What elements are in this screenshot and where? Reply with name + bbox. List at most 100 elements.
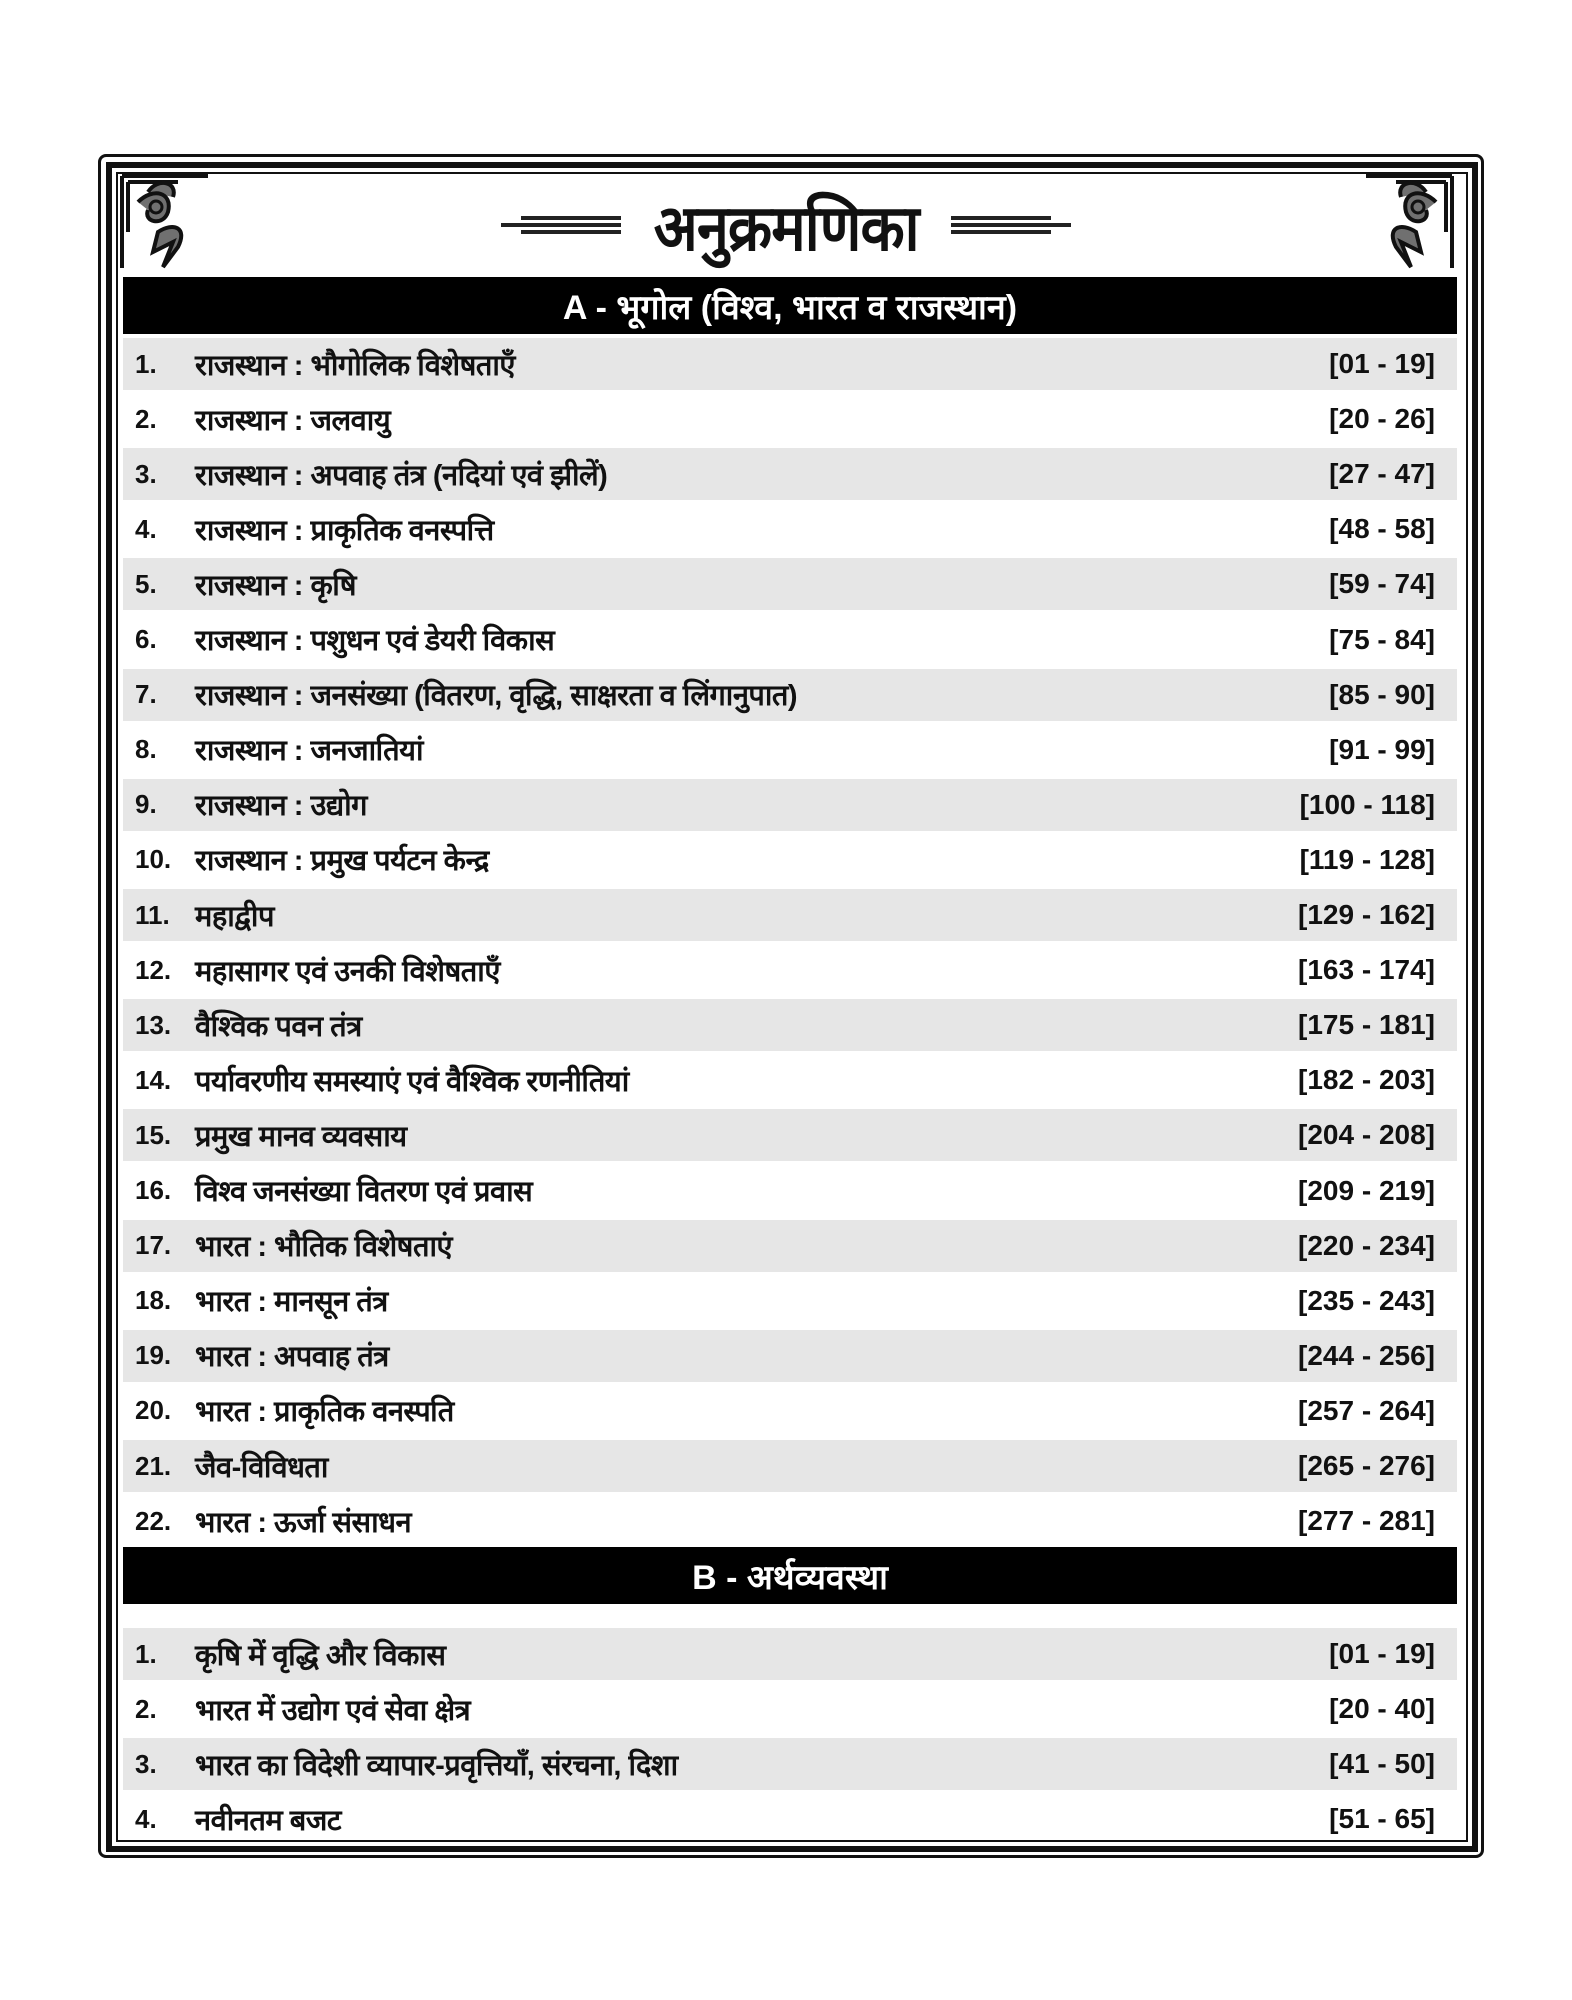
entry-page-range: [235 - 243] bbox=[1298, 1284, 1435, 1316]
section-heading: B - अर्थव्यवस्था bbox=[123, 1547, 1457, 1604]
entry-page-range: [129 - 162] bbox=[1298, 899, 1435, 930]
toc-entry: 16. विश्व जनसंख्या वितरण एवं प्रवास [209 -… bbox=[123, 1165, 1457, 1217]
entry-title: नवीनतम बजट bbox=[195, 1804, 341, 1837]
entry-page-range: [163 - 174] bbox=[1298, 954, 1435, 986]
entry-title: राजस्थान : प्राकृतिक वनस्पत्ति bbox=[195, 514, 494, 547]
entry-number: 16. bbox=[135, 1175, 172, 1205]
entry-page-range: [27 - 47] bbox=[1329, 458, 1435, 490]
entry-number: 8. bbox=[135, 734, 157, 765]
toc-entry: 1. राजस्थान : भौगोलिक विशेषताएँ [01 - 19] bbox=[123, 338, 1457, 390]
entry-number: 10. bbox=[135, 844, 172, 875]
toc-entry: 3. भारत का विदेशी व्यापार-प्रवृत्तियाँ, स… bbox=[123, 1738, 1457, 1790]
entry-title: भारत : भौतिक विशेषताएं bbox=[195, 1231, 453, 1264]
toc-entry: 18. भारत : मानसून तंत्र [235 - 243] bbox=[123, 1275, 1457, 1327]
toc-entry: 20. भारत : प्राकृतिक वनस्पति [257 - 264] bbox=[123, 1385, 1457, 1437]
entry-title: वैश्विक पवन तंत्र bbox=[195, 1010, 362, 1043]
entry-number: 7. bbox=[135, 679, 157, 710]
page-border-inner bbox=[116, 172, 1468, 1842]
entry-number: 1. bbox=[135, 348, 157, 379]
toc-entry: 22. भारत : ऊर्जा संसाधन [277 - 281] bbox=[123, 1495, 1457, 1547]
entry-number: 15. bbox=[135, 1119, 172, 1150]
entry-page-range: [100 - 118] bbox=[1299, 788, 1435, 820]
page-border-outer bbox=[98, 154, 1484, 1858]
toc-entry: 15. प्रमुख मानव व्यवसाय [204 - 208] bbox=[123, 1109, 1457, 1162]
toc-entry: 9. राजस्थान : उद्योग [100 - 118] bbox=[123, 778, 1457, 831]
entry-title: पर्यावरणीय समस्याएं एवं वैश्विक रणनीतिया… bbox=[195, 1065, 629, 1098]
entry-title: राजस्थान : प्रमुख पर्यटन केन्द्र bbox=[195, 845, 489, 878]
entry-number: 11. bbox=[135, 899, 170, 930]
entry-title: विश्व जनसंख्या वितरण एवं प्रवास bbox=[195, 1176, 533, 1208]
entry-title: प्रमुख मानव व्यवसाय bbox=[195, 1120, 407, 1153]
entry-title: राजस्थान : कृषि bbox=[195, 569, 357, 602]
toc-entry: 7. राजस्थान : जनसंख्या (वितरण, वृद्धि, सा… bbox=[123, 668, 1457, 721]
entry-number: 21. bbox=[135, 1450, 172, 1481]
entry-page-range: [59 - 74] bbox=[1329, 568, 1435, 600]
entry-page-range: [209 - 219] bbox=[1298, 1174, 1435, 1206]
entry-number: 2. bbox=[135, 403, 157, 434]
entry-number: 20. bbox=[135, 1395, 172, 1426]
entry-page-range: [91 - 99] bbox=[1329, 733, 1435, 765]
entry-number: 6. bbox=[135, 624, 157, 654]
toc-entry: 1. कृषि में वृद्धि और विकास [01 - 19] bbox=[123, 1628, 1457, 1680]
entry-title: भारत : प्राकृतिक वनस्पति bbox=[195, 1396, 454, 1429]
page-border-middle bbox=[106, 162, 1478, 1852]
entry-number: 17. bbox=[135, 1230, 172, 1261]
entry-title: राजस्थान : जनजातियां bbox=[195, 735, 424, 768]
entry-page-range: [01 - 19] bbox=[1329, 348, 1435, 379]
entry-number: 12. bbox=[135, 954, 172, 985]
toc-entry: 8. राजस्थान : जनजातियां [91 - 99] bbox=[123, 724, 1457, 776]
entry-page-range: [75 - 84] bbox=[1329, 623, 1435, 655]
toc-entry: 21. जैव-विविधता [265 - 276] bbox=[123, 1440, 1457, 1492]
toc-entry: 14. पर्यावरणीय समस्याएं एवं वैश्विक रणनीत… bbox=[123, 1054, 1457, 1106]
entry-title: राजस्थान : उद्योग bbox=[195, 790, 368, 823]
toc-entry: 2. भारत में उद्योग एवं सेवा क्षेत्र [20 - … bbox=[123, 1683, 1457, 1735]
entry-page-range: [204 - 208] bbox=[1298, 1119, 1435, 1151]
entry-page-range: [265 - 276] bbox=[1298, 1450, 1435, 1481]
page-header: अनुक्रमणिका bbox=[0, 180, 1572, 270]
page-title: अनुक्रमणिका bbox=[653, 191, 920, 264]
toc-entry: 12. महासागर एवं उनकी विशेषताएँ [163 - 174] bbox=[123, 944, 1457, 996]
entry-page-range: [20 - 40] bbox=[1329, 1693, 1435, 1724]
toc-entry: 19. भारत : अपवाह तंत्र [244 - 256] bbox=[123, 1329, 1457, 1382]
entry-page-range: [220 - 234] bbox=[1298, 1229, 1435, 1261]
entry-page-range: [01 - 19] bbox=[1329, 1638, 1435, 1669]
entry-page-range: [277 - 281] bbox=[1298, 1505, 1435, 1537]
entry-number: 14. bbox=[135, 1064, 172, 1095]
floral-ornament-icon bbox=[1366, 174, 1454, 269]
toc-entry: 2. राजस्थान : जलवायु [20 - 26] bbox=[123, 393, 1457, 445]
entry-page-range: [244 - 256] bbox=[1298, 1339, 1435, 1371]
entry-title: भारत : ऊर्जा संसाधन bbox=[195, 1506, 412, 1539]
entry-page-range: [41 - 50] bbox=[1329, 1748, 1435, 1779]
entry-title: राजस्थान : भौगोलिक विशेषताएँ bbox=[195, 349, 515, 382]
toc-entry: 10. राजस्थान : प्रमुख पर्यटन केन्द्र [119 … bbox=[123, 834, 1457, 886]
entry-title: भारत : मानसून तंत्र bbox=[195, 1286, 388, 1319]
entry-title: महाद्वीप bbox=[195, 900, 274, 933]
entry-number: 22. bbox=[135, 1505, 172, 1536]
entry-page-range: [182 - 203] bbox=[1298, 1064, 1435, 1096]
entry-title: कृषि में वृद्धि और विकास bbox=[195, 1639, 446, 1672]
entry-title: जैव-विविधता bbox=[195, 1451, 328, 1484]
toc-entry: 6. राजस्थान : पशुधन एवं डेयरी विकास [75 - … bbox=[123, 614, 1457, 666]
entry-number: 4. bbox=[135, 513, 157, 544]
entry-number: 18. bbox=[135, 1285, 172, 1316]
entry-title: राजस्थान : जनसंख्या (वितरण, वृद्धि, साक्… bbox=[195, 680, 798, 713]
entry-number: 1. bbox=[135, 1638, 157, 1669]
title-rule-right bbox=[951, 214, 1072, 236]
entry-number: 3. bbox=[135, 1748, 157, 1779]
entry-title: भारत में उद्योग एवं सेवा क्षेत्र bbox=[195, 1694, 471, 1727]
toc-entry: 5. राजस्थान : कृषि [59 - 74] bbox=[123, 558, 1457, 611]
entry-page-range: [20 - 26] bbox=[1329, 403, 1435, 435]
toc-entry: 11. महाद्वीप [129 - 162] bbox=[123, 889, 1457, 941]
entry-page-range: [175 - 181] bbox=[1298, 1009, 1435, 1041]
entry-title: राजस्थान : जलवायु bbox=[195, 404, 391, 437]
toc-entry: 17. भारत : भौतिक विशेषताएं [220 - 234] bbox=[123, 1219, 1457, 1272]
title-rule-left bbox=[500, 214, 621, 236]
toc-entry: 13. वैश्विक पवन तंत्र [175 - 181] bbox=[123, 999, 1457, 1052]
entry-number: 4. bbox=[135, 1803, 157, 1834]
entry-number: 5. bbox=[135, 568, 157, 599]
entry-title: भारत का विदेशी व्यापार-प्रवृत्तियाँ, संर… bbox=[195, 1749, 678, 1782]
entry-title: महासागर एवं उनकी विशेषताएँ bbox=[195, 955, 500, 988]
entry-number: 19. bbox=[135, 1340, 172, 1371]
section-heading: A - भूगोल (विश्व, भारत व राजस्थान) bbox=[123, 277, 1457, 334]
entry-page-range: [51 - 65] bbox=[1329, 1803, 1435, 1834]
